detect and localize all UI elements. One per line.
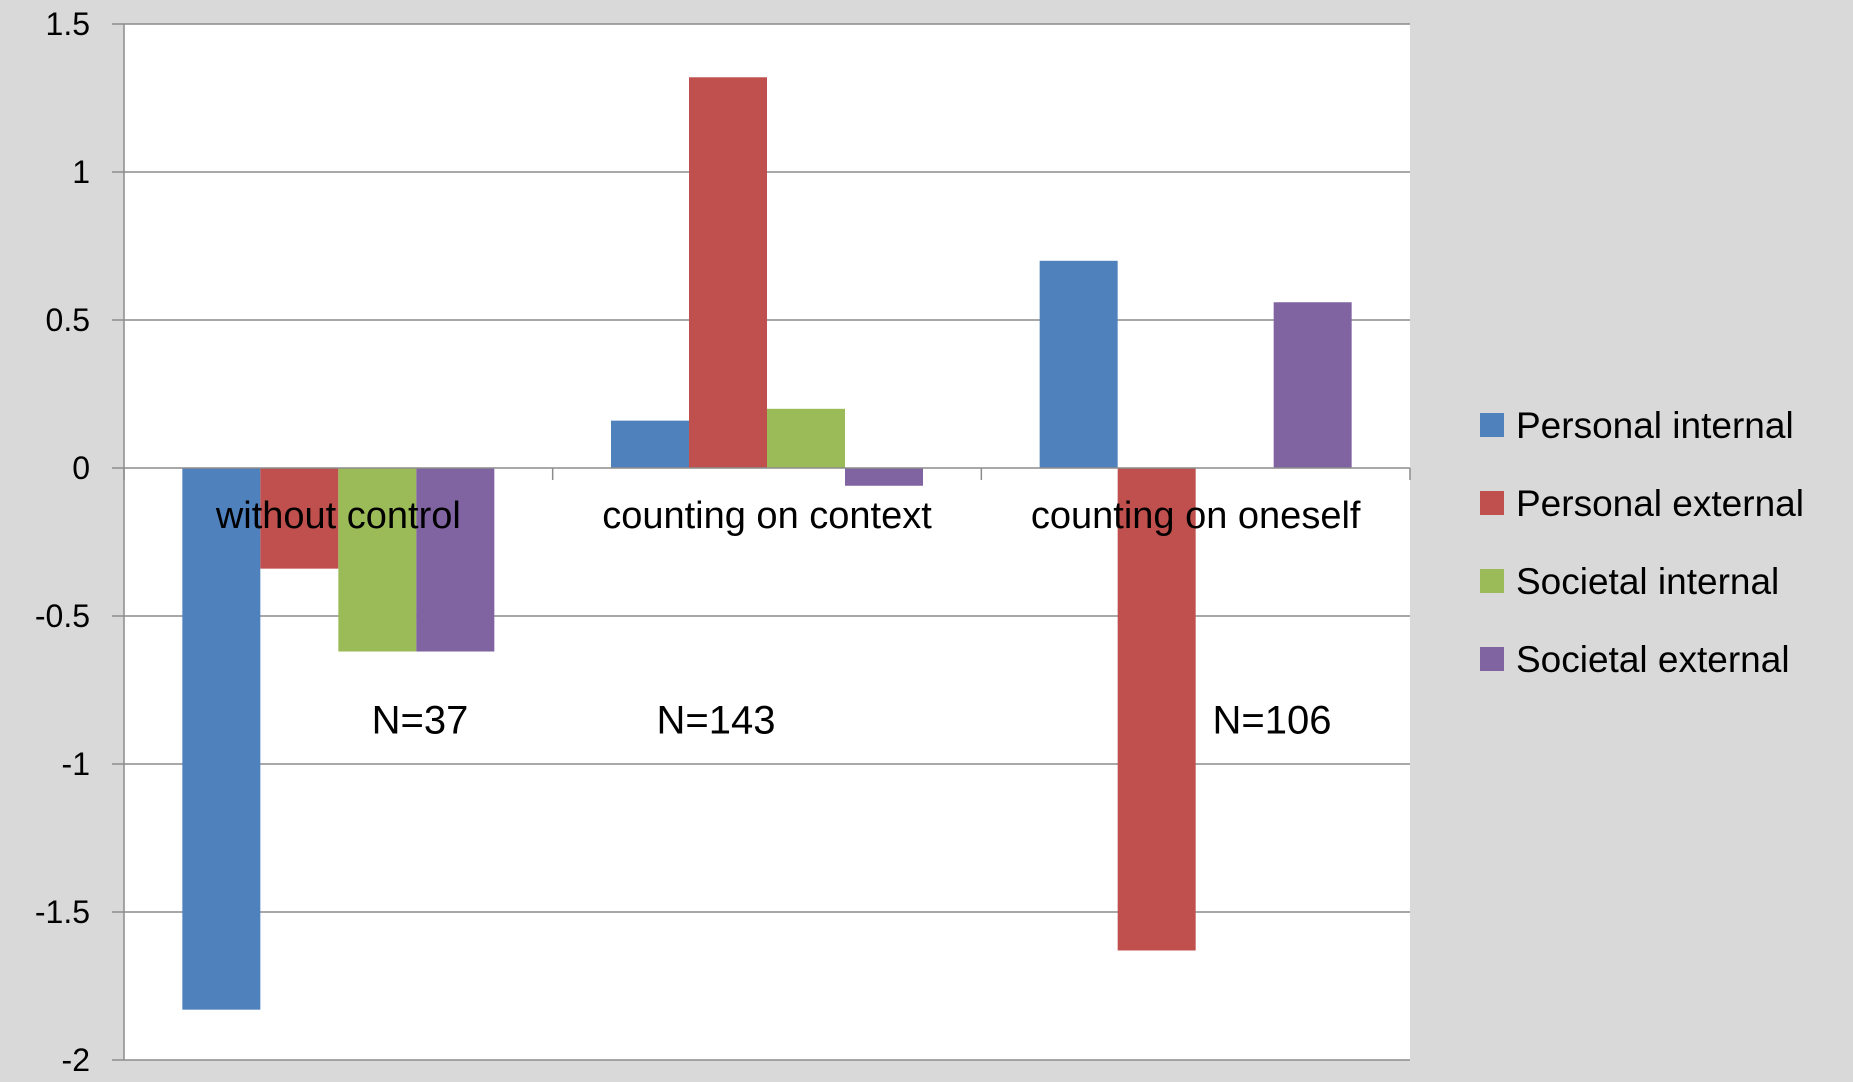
y-tick-label: -2 <box>62 1042 90 1077</box>
legend-swatch <box>1480 491 1504 515</box>
bar <box>338 468 417 652</box>
x-category-label: counting on oneself <box>1031 495 1361 537</box>
legend: Personal internal Personal external Societ… <box>1480 405 1804 680</box>
y-tick-label: -1.5 <box>35 894 90 930</box>
legend-label: Societal internal <box>1516 561 1779 602</box>
bars <box>182 77 1352 1010</box>
legend-label: Societal external <box>1516 639 1790 680</box>
bar <box>1273 302 1352 468</box>
bar <box>1117 468 1196 951</box>
bar <box>182 468 261 1010</box>
bar <box>689 77 767 468</box>
legend-label: Personal internal <box>1516 405 1794 446</box>
bar <box>845 468 923 486</box>
axes <box>112 23 1411 1061</box>
legend-label: Personal external <box>1516 483 1804 524</box>
n-annotation: N=37 <box>372 699 469 743</box>
legend-swatch <box>1480 569 1504 593</box>
x-category-label: counting on context <box>602 495 932 537</box>
n-annotation: N=143 <box>657 699 776 743</box>
legend-swatch <box>1480 413 1504 437</box>
bar <box>1039 260 1118 468</box>
y-tick-label: 1 <box>72 154 90 190</box>
bar <box>260 468 339 569</box>
y-tick-label: 0.5 <box>46 302 90 338</box>
bar <box>611 420 689 468</box>
legend-swatch <box>1480 647 1504 671</box>
labels: 1.5 1 0.5 0 -0.5 -1 -1.5 -2 without control count… <box>35 6 1361 1078</box>
x-category-label: without control <box>215 495 461 537</box>
bar <box>416 468 495 652</box>
bar <box>767 408 845 468</box>
n-annotation: N=106 <box>1213 699 1332 743</box>
y-tick-label: 1.5 <box>46 6 90 42</box>
y-tick-label: 0 <box>72 450 90 486</box>
y-tick-label: -1 <box>62 746 90 782</box>
y-tick-label: -0.5 <box>35 598 90 634</box>
